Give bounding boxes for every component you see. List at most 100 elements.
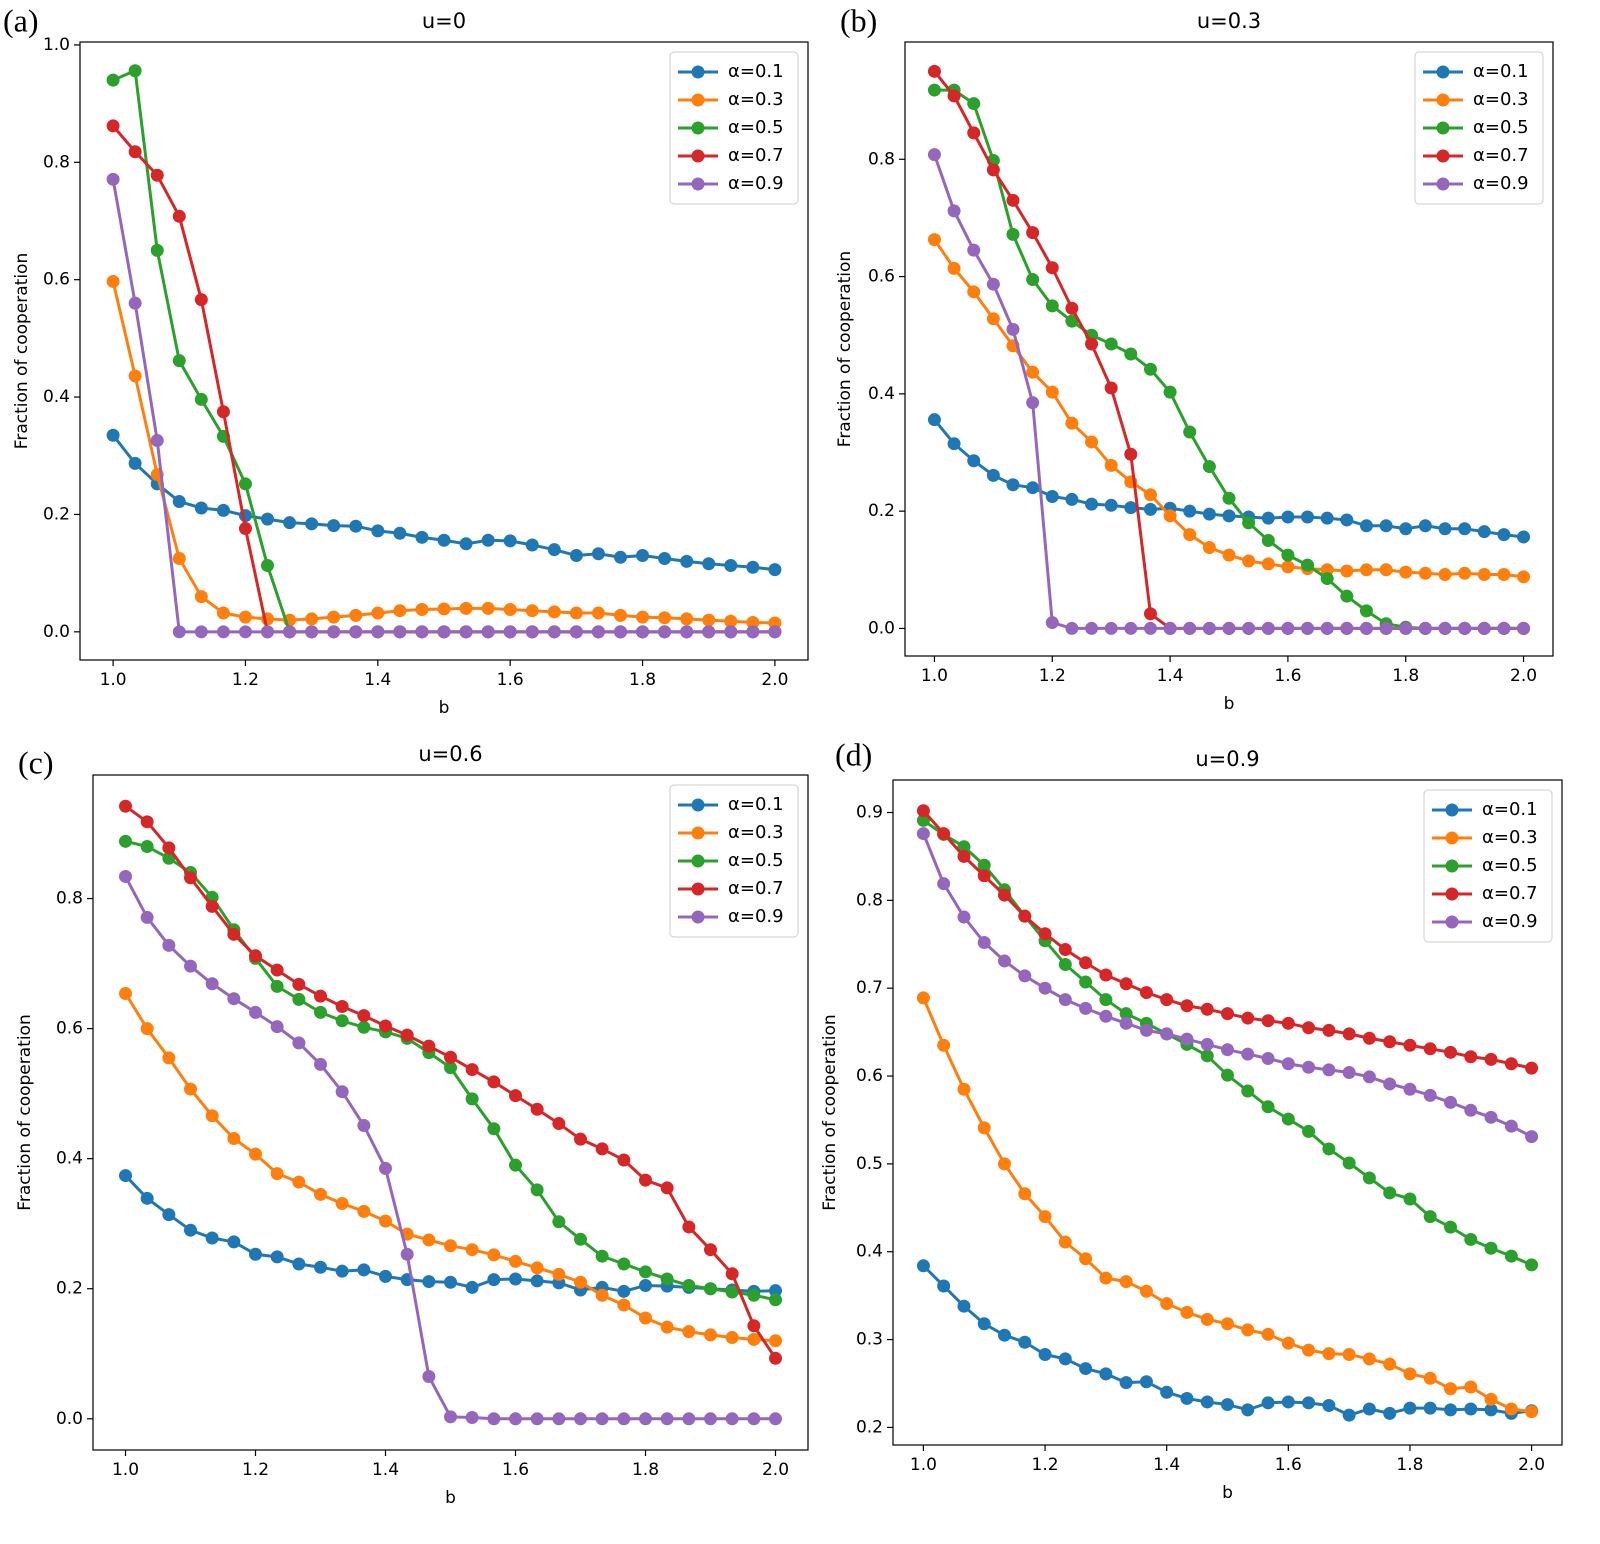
data-point	[957, 849, 971, 863]
data-point	[702, 625, 716, 639]
data-point	[746, 625, 760, 639]
series-line	[124, 875, 776, 1421]
data-point	[927, 83, 941, 97]
data-point	[614, 608, 628, 622]
series-line	[124, 1174, 776, 1293]
legend-marker	[691, 93, 705, 107]
data-point	[636, 625, 650, 639]
data-point	[1484, 1392, 1498, 1406]
data-point	[1418, 519, 1432, 533]
data-point	[1065, 621, 1079, 635]
data-point	[509, 1412, 522, 1426]
data-point	[1026, 273, 1040, 287]
data-point	[305, 625, 319, 639]
data-point	[1403, 1192, 1417, 1206]
data-point	[1458, 621, 1472, 635]
series-line	[111, 434, 776, 572]
data-point	[371, 524, 385, 538]
x-tick-label: 1.2	[232, 670, 259, 690]
data-point	[1464, 1380, 1478, 1394]
data-point	[1281, 548, 1295, 562]
data-point	[1423, 1401, 1437, 1415]
data-point	[465, 1410, 479, 1424]
data-point	[1403, 1038, 1417, 1052]
y-tick-label: 0.3	[856, 1330, 883, 1350]
legend-label: α=0.5	[728, 850, 784, 871]
data-point	[1058, 1235, 1072, 1249]
data-point	[552, 1412, 566, 1426]
data-point	[1200, 1312, 1214, 1326]
data-point	[1444, 1220, 1458, 1234]
data-point	[747, 1288, 761, 1302]
data-point	[1438, 567, 1452, 581]
data-point	[1119, 977, 1133, 991]
data-point	[205, 1109, 219, 1123]
x-axis-label: b	[439, 698, 450, 718]
data-point	[172, 209, 186, 223]
data-point	[957, 910, 971, 924]
y-tick-label: 0.4	[56, 1149, 83, 1169]
data-point	[1342, 1066, 1356, 1080]
data-point	[1464, 1232, 1478, 1246]
data-point	[1202, 621, 1216, 635]
data-point	[1444, 1095, 1458, 1109]
data-point	[1222, 548, 1236, 562]
data-point	[1504, 1402, 1518, 1416]
data-point	[444, 1239, 457, 1253]
data-point	[1065, 492, 1079, 506]
data-point	[977, 858, 991, 872]
data-point	[724, 559, 738, 573]
data-point	[1399, 621, 1413, 635]
data-point	[422, 1233, 436, 1247]
data-point	[1058, 943, 1072, 957]
data-point	[1464, 1402, 1478, 1416]
y-axis-label: Fraction of cooperation	[820, 1014, 840, 1210]
data-point	[746, 615, 760, 629]
data-point	[1045, 299, 1059, 313]
data-point	[1261, 511, 1275, 525]
data-point	[1302, 1021, 1316, 1035]
data-point	[422, 1370, 436, 1384]
data-point	[937, 827, 951, 841]
data-point	[530, 1412, 544, 1426]
data-point	[1322, 1142, 1336, 1156]
data-point	[1038, 981, 1052, 995]
data-point	[937, 877, 951, 891]
data-point	[371, 606, 385, 620]
data-point	[314, 1057, 327, 1071]
data-point	[379, 1214, 392, 1228]
data-point	[574, 1132, 587, 1146]
data-point	[1104, 381, 1118, 395]
data-point	[465, 1063, 479, 1077]
data-point	[569, 625, 583, 639]
data-point	[444, 1050, 457, 1064]
data-point	[986, 277, 1000, 291]
data-point	[162, 1051, 176, 1065]
data-point	[682, 1412, 696, 1426]
y-tick-label: 0.2	[868, 501, 895, 521]
y-tick-label: 0.2	[856, 1417, 883, 1437]
panel-label: (d)	[835, 736, 872, 772]
data-point	[1221, 1043, 1234, 1057]
data-point	[1418, 566, 1432, 580]
data-point	[1180, 1305, 1194, 1319]
data-point	[1517, 570, 1531, 584]
data-point	[1525, 1130, 1539, 1144]
data-point	[503, 603, 517, 617]
data-point	[1104, 337, 1118, 351]
data-point	[205, 977, 219, 991]
data-point	[1183, 425, 1197, 439]
data-point	[1379, 519, 1393, 533]
data-point	[997, 954, 1011, 968]
series-line	[922, 1264, 1532, 1417]
data-point	[216, 625, 230, 639]
data-point	[1497, 567, 1511, 581]
data-point	[1423, 1210, 1437, 1224]
data-point	[1065, 301, 1079, 315]
data-point	[1119, 1016, 1133, 1030]
data-point	[1079, 1362, 1093, 1376]
data-point	[162, 938, 176, 952]
data-point	[702, 613, 716, 627]
data-point	[260, 512, 274, 526]
series-line	[111, 179, 775, 634]
